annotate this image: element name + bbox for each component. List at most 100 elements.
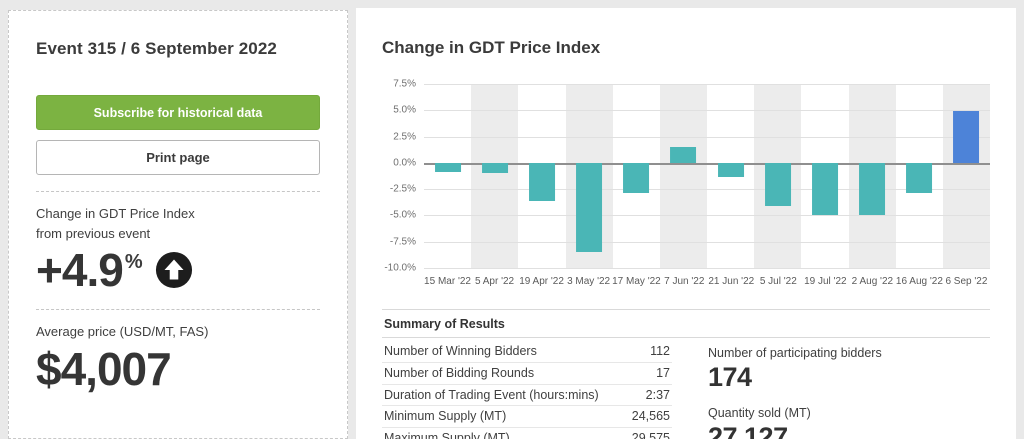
chart-x-labels: 15 Mar '22 5 Apr '22 19 Apr '22 3 May '22 17…	[424, 276, 990, 287]
x-tick-label: 21 Jun '22	[708, 276, 755, 287]
x-tick-label: 3 May '22	[567, 276, 611, 287]
event-sidebar: Event 315 / 6 September 2022 Subscribe f…	[8, 10, 348, 439]
x-tick-label: 15 Mar '22	[424, 276, 471, 287]
gridline	[424, 189, 990, 191]
summary-body: Number of Winning Bidders 112 Number of …	[382, 341, 990, 439]
chart-plot	[424, 84, 990, 269]
x-tick-label: 19 Jul '22	[804, 276, 847, 287]
bar-21-jun-22	[717, 162, 744, 177]
summary-heading: Summary of Results	[382, 309, 990, 338]
bar-slot	[801, 84, 848, 268]
x-tick-label: 19 Apr '22	[519, 276, 564, 287]
y-tick-label: -10.0%	[384, 262, 416, 274]
table-row: Number of Bidding Rounds 17	[382, 363, 672, 385]
bar-5-jul-22	[764, 162, 791, 206]
bar-slot	[518, 84, 565, 268]
bar-slot	[471, 84, 518, 268]
bar-slot	[660, 84, 707, 268]
result-value: 24,565	[631, 409, 670, 424]
y-tick-label: -7.5%	[389, 236, 416, 248]
zero-baseline	[424, 162, 990, 165]
participating-bidders-stat: Number of participating bidders 174	[708, 341, 882, 393]
change-label: Change in GDT Price Index from previous …	[36, 204, 320, 243]
event-title: Event 315 / 6 September 2022	[36, 39, 277, 58]
bar-19-jul-22	[811, 162, 838, 216]
stats-column: Number of participating bidders 174 Quan…	[708, 341, 882, 439]
chart-title: Change in GDT Price Index	[382, 38, 601, 57]
y-tick-label: -2.5%	[389, 183, 416, 195]
avg-price-label: Average price (USD/MT, FAS)	[36, 324, 209, 339]
bar-slot	[613, 84, 660, 268]
stat-value: 27,127	[708, 422, 788, 439]
bar-slot	[896, 84, 943, 268]
y-tick-label: -5.0%	[389, 209, 416, 221]
x-tick-label: 5 Jul '22	[759, 276, 797, 287]
table-row: Maximum Supply (MT) 29,575	[382, 428, 672, 439]
change-label-line2: from previous event	[36, 225, 151, 241]
bar-5-apr-22	[481, 162, 508, 174]
result-label: Minimum Supply (MT)	[384, 409, 507, 424]
table-row: Minimum Supply (MT) 24,565	[382, 406, 672, 428]
result-value: 29,575	[631, 431, 670, 439]
results-table: Number of Winning Bidders 112 Number of …	[382, 341, 672, 439]
chart-y-axis: 7.5% 5.0% 2.5% 0.0% -2.5% -5.0% -7.5% -10.0%	[382, 79, 424, 274]
result-value: 112	[650, 344, 670, 358]
table-row: Number of Winning Bidders 112	[382, 341, 672, 363]
bar-slot	[849, 84, 896, 268]
bar-6-sep-22	[953, 111, 980, 163]
x-tick-label: 7 Jun '22	[664, 276, 705, 287]
print-page-button[interactable]: Print page	[36, 140, 320, 175]
bar-16-aug-22	[906, 162, 933, 194]
bar-slot	[707, 84, 754, 268]
avg-price-value: $4,007	[36, 342, 172, 395]
change-value: +4.9	[36, 244, 124, 296]
bar-slot	[566, 84, 613, 268]
y-tick-label: 0.0%	[393, 157, 416, 169]
gridline	[424, 215, 990, 217]
price-index-change-row: +4.9 %	[36, 247, 320, 293]
event-results-panel: Change in GDT Price Index 7.5% 5.0% 2.5% 0.…	[356, 8, 1016, 439]
bar-7-jun-22	[670, 147, 697, 163]
bar-15-mar-22	[434, 162, 461, 173]
chart-column-stripe	[471, 84, 519, 268]
result-label: Duration of Trading Event (hours:mins)	[384, 387, 599, 402]
bar-slot	[754, 84, 801, 268]
y-tick-label: 7.5%	[393, 78, 416, 90]
bar-slot	[943, 84, 990, 268]
gdt-price-index-chart: 7.5% 5.0% 2.5% 0.0% -2.5% -5.0% -7.5% -10.0% 15…	[382, 79, 990, 287]
change-label-line1: Change in GDT Price Index	[36, 206, 195, 221]
bar-17-may-22	[623, 162, 650, 194]
change-unit: %	[124, 251, 143, 273]
y-tick-label: 2.5%	[393, 131, 416, 143]
table-row: Duration of Trading Event (hours:mins) 2…	[382, 385, 672, 407]
bar-3-may-22	[576, 162, 603, 253]
bar-19-apr-22	[528, 162, 555, 201]
stat-label: Quantity sold (MT)	[708, 406, 811, 420]
quantity-sold-stat: Quantity sold (MT) 27,127	[708, 401, 882, 439]
x-tick-label: 16 Aug '22	[895, 276, 943, 287]
gridline	[424, 136, 990, 138]
gridline	[424, 268, 990, 269]
x-tick-label: 2 Aug '22	[851, 276, 894, 287]
dashed-divider	[36, 309, 320, 310]
result-label: Maximum Supply (MT)	[384, 431, 510, 439]
stat-label: Number of participating bidders	[708, 346, 882, 360]
result-value: 17	[656, 365, 670, 380]
gridline	[424, 241, 990, 243]
bar-2-aug-22	[859, 162, 886, 216]
stat-value: 174	[708, 362, 752, 392]
subscribe-button[interactable]: Subscribe for historical data	[36, 95, 320, 130]
x-tick-label: 17 May '22	[612, 276, 661, 287]
chart-column-stripe	[659, 84, 707, 268]
gridline	[424, 84, 990, 85]
y-tick-label: 5.0%	[393, 104, 416, 116]
bar-slot	[424, 84, 471, 268]
result-label: Number of Bidding Rounds	[384, 365, 535, 380]
x-tick-label: 5 Apr '22	[474, 276, 515, 287]
gridline	[424, 110, 990, 112]
chart-plot-row: 7.5% 5.0% 2.5% 0.0% -2.5% -5.0% -7.5% -10.0%	[382, 79, 990, 274]
result-label: Number of Winning Bidders	[384, 344, 537, 358]
dashed-divider	[36, 191, 320, 192]
up-arrow-icon	[155, 251, 192, 289]
x-tick-label: 6 Sep '22	[945, 276, 988, 287]
